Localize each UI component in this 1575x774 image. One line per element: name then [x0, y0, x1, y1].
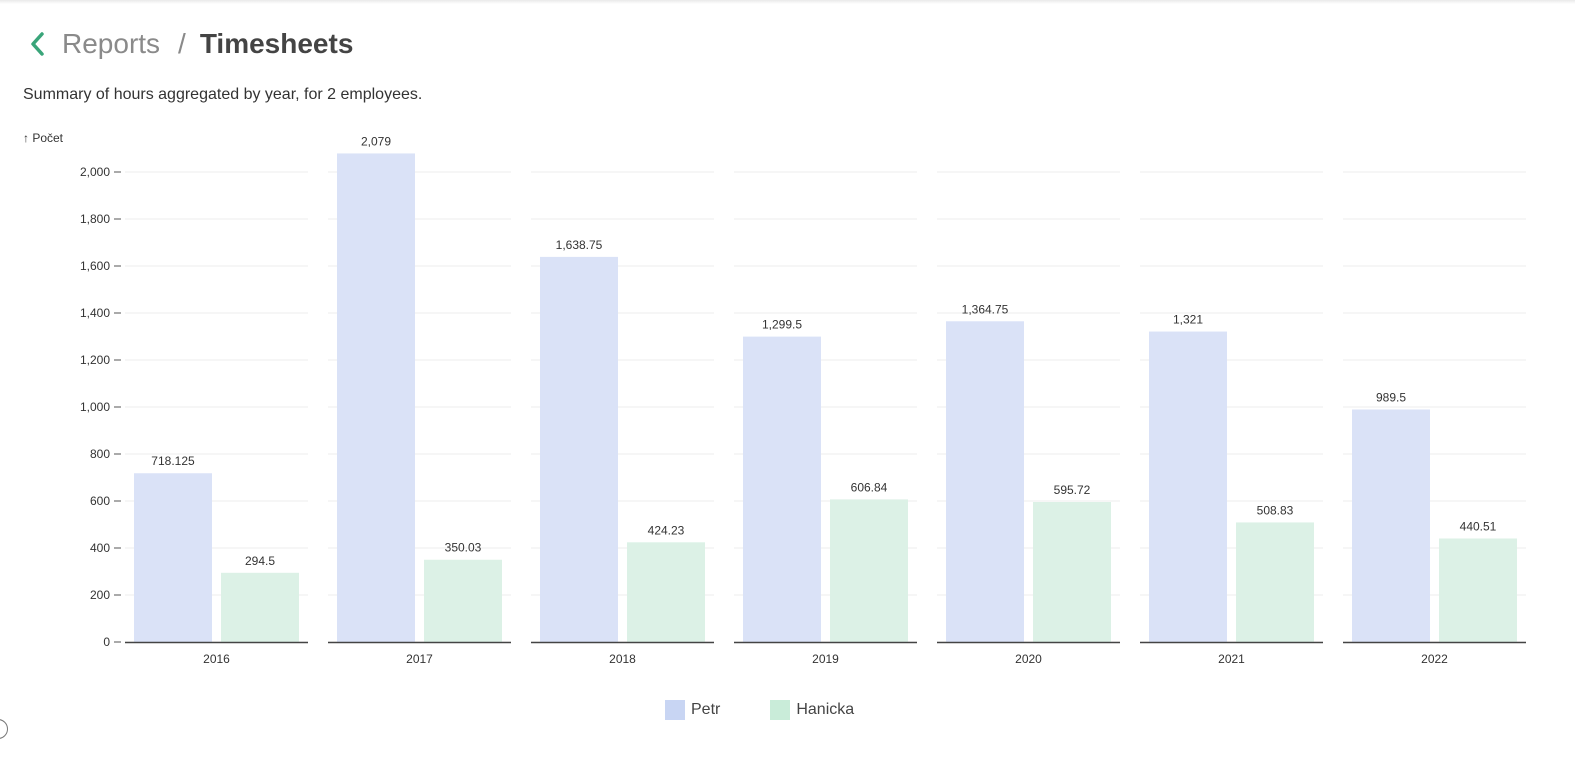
data-label: 989.5 — [1376, 390, 1406, 404]
bar-petr-2019[interactable] — [743, 336, 821, 642]
data-label: 1,299.5 — [762, 318, 802, 332]
y-tick-label: 1,000 — [80, 400, 110, 414]
legend-swatch-hanicka — [770, 700, 791, 720]
bar-petr-2016[interactable] — [134, 473, 212, 642]
breadcrumb-separator: / — [178, 28, 186, 59]
y-tick-label: 0 — [103, 635, 110, 649]
legend-item-hanicka[interactable]: Hanicka — [770, 700, 854, 720]
y-tick-label: 1,400 — [80, 306, 110, 320]
breadcrumb-reports-link[interactable]: Reports — [62, 28, 161, 59]
y-tick-label: 2,000 — [80, 165, 110, 179]
bar-petr-2021[interactable] — [1149, 331, 1227, 642]
y-tick-label: 1,200 — [80, 353, 110, 367]
data-label: 718.125 — [151, 454, 195, 468]
data-label: 1,638.75 — [556, 238, 603, 252]
back-button[interactable] — [26, 28, 48, 60]
y-tick-label: 800 — [90, 447, 110, 461]
bar-hanicka-2020[interactable] — [1033, 502, 1111, 642]
data-label: 1,364.75 — [962, 302, 1009, 316]
legend-swatch-petr — [665, 700, 685, 720]
bar-petr-2022[interactable] — [1352, 409, 1430, 642]
x-tick-label: 2021 — [1218, 652, 1245, 666]
chart-legend: Petr Hanicka — [665, 700, 904, 720]
data-label: 294.5 — [245, 554, 275, 568]
page-title: Timesheets — [199, 28, 354, 59]
data-label: 350.03 — [445, 541, 482, 555]
facet-2022: 989.5 440.51 2022 — [1343, 171, 1526, 666]
top-bar-shadow — [0, 0, 1575, 4]
bar-hanicka-2018[interactable] — [627, 542, 705, 642]
bar-chart: ↑ Počet 0 200 400 600 800 1,000 1,200 1,400 1,60… — [23, 131, 1526, 666]
data-label: 606.84 — [851, 480, 888, 494]
data-label: 595.72 — [1054, 483, 1091, 497]
breadcrumb: Reports / Timesheets — [26, 24, 353, 64]
facet-2021: 1,321 508.83 2021 — [1140, 171, 1323, 666]
facet-2020: 1,364.75 595.72 2020 — [937, 171, 1120, 666]
legend-item-petr[interactable]: Petr — [665, 700, 720, 720]
facet-2017: 2,079 350.03 2017 — [328, 134, 511, 666]
x-tick-label: 2022 — [1421, 652, 1448, 666]
x-tick-label: 2017 — [406, 652, 433, 666]
x-tick-label: 2019 — [812, 652, 839, 666]
facet-2018: 1,638.75 424.23 2018 — [531, 171, 714, 666]
y-axis: 0 200 400 600 800 1,000 1,200 1,400 1,600 1,800 2,… — [80, 165, 121, 649]
facet-2019: 1,299.5 606.84 2019 — [734, 171, 917, 666]
data-label: 2,079 — [361, 134, 391, 148]
data-label: 508.83 — [1257, 503, 1294, 517]
y-tick-label: 1,600 — [80, 259, 110, 273]
bar-petr-2017[interactable] — [337, 153, 415, 642]
y-tick-label: 1,800 — [80, 212, 110, 226]
x-tick-label: 2020 — [1015, 652, 1042, 666]
legend-label-hanicka: Hanicka — [796, 701, 855, 718]
x-tick-label: 2018 — [609, 652, 636, 666]
bar-hanicka-2017[interactable] — [424, 559, 502, 642]
y-tick-label: 200 — [90, 588, 110, 602]
data-label: 440.51 — [1460, 519, 1497, 533]
x-tick-label: 2016 — [203, 652, 230, 666]
bar-hanicka-2021[interactable] — [1236, 522, 1314, 642]
chevron-left-icon — [31, 32, 44, 56]
facet-2016: 718.125 294.5 2016 — [125, 171, 308, 666]
bar-hanicka-2016[interactable] — [221, 572, 299, 642]
data-label: 424.23 — [648, 523, 685, 537]
bar-petr-2018[interactable] — [540, 256, 618, 642]
data-label: 1,321 — [1173, 313, 1203, 327]
info-icon[interactable] — [0, 719, 8, 739]
bar-petr-2020[interactable] — [946, 321, 1024, 642]
report-summary: Summary of hours aggregated by year, for… — [23, 86, 423, 103]
bar-hanicka-2022[interactable] — [1439, 538, 1517, 642]
y-tick-label: 400 — [90, 541, 110, 555]
bar-hanicka-2019[interactable] — [830, 499, 908, 642]
y-axis-label: ↑ Počet — [23, 131, 64, 145]
y-tick-label: 600 — [90, 494, 110, 508]
facet-layer: 718.125 294.5 2016 2,079 350.03 2017 1,638.75 4… — [125, 134, 1526, 666]
legend-label-petr: Petr — [691, 701, 721, 718]
